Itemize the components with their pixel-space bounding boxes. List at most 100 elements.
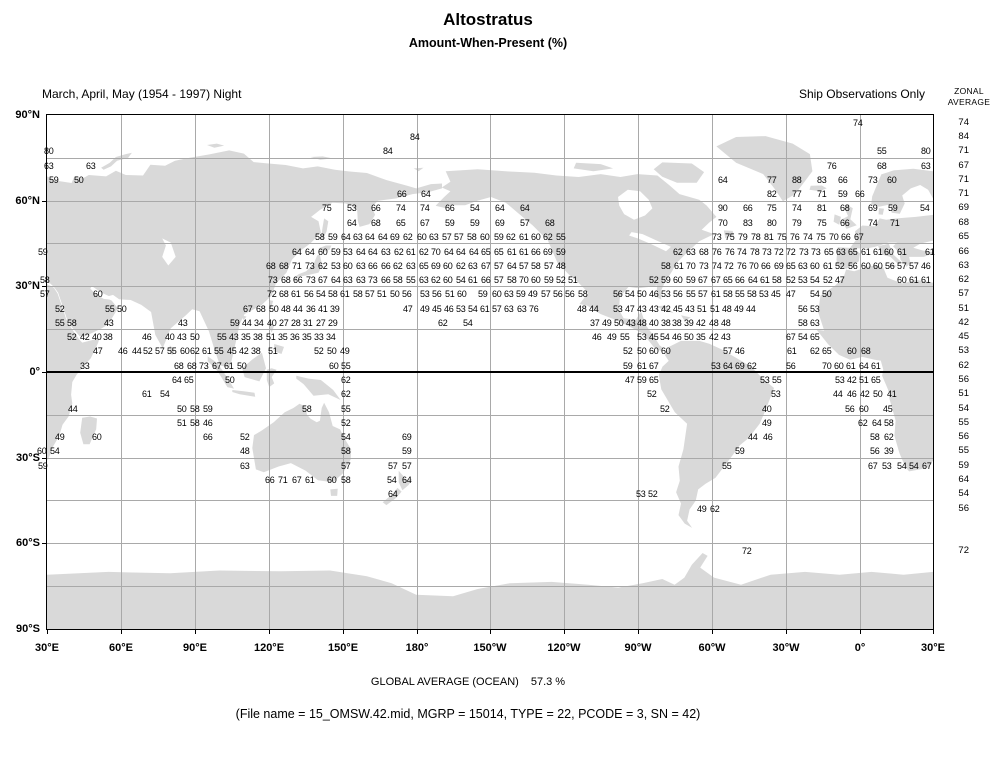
grid-value: 45 (227, 346, 237, 356)
grid-value: 47 (625, 375, 635, 385)
grid-value: 64 (292, 247, 302, 257)
inland-water-shape (90, 286, 112, 300)
grid-value: 39 (884, 446, 894, 456)
grid-value: 73 (368, 275, 378, 285)
grid-value: 63 (686, 247, 696, 257)
grid-value: 61 (224, 361, 234, 371)
grid-value: 59 (494, 232, 504, 242)
grid-value: 46 (763, 432, 773, 442)
grid-value: 59 (838, 189, 848, 199)
grid-value: 70 (829, 232, 839, 242)
zonal-average-value: 55 (958, 417, 969, 428)
grid-value: 57 (388, 461, 398, 471)
grid-value: 65 (494, 247, 504, 257)
grid-value: 59 (328, 232, 338, 242)
grid-value: 61 (846, 361, 856, 371)
landmass-shape (716, 136, 813, 202)
grid-value: 67 (649, 361, 659, 371)
grid-value: 55 (686, 289, 696, 299)
grid-value: 68 (877, 161, 887, 171)
grid-value: 45 (883, 404, 893, 414)
grid-value: 54 (810, 275, 820, 285)
grid-value: 56 (565, 289, 575, 299)
grid-value: 52 (143, 346, 153, 356)
grid-value: 55 (877, 146, 887, 156)
grid-value: 49 (420, 304, 430, 314)
grid-value: 63 (381, 247, 391, 257)
grid-value: 64 (507, 261, 517, 271)
grid-value: 53 (882, 461, 892, 471)
grid-value: 53 (771, 389, 781, 399)
grid-value: 56 (432, 289, 442, 299)
grid-value: 59 (888, 203, 898, 213)
grid-value: 28 (291, 318, 301, 328)
grid-value: 48 (709, 318, 719, 328)
landmass-shape (318, 245, 332, 253)
grid-value: 64 (305, 247, 315, 257)
grid-value: 60 (329, 361, 339, 371)
grid-value: 61 (637, 361, 647, 371)
grid-value: 69 (495, 218, 505, 228)
lon-axis-label: 180° (405, 642, 429, 654)
grid-value: 51 (710, 304, 720, 314)
grid-value: 46 (142, 332, 152, 342)
grid-value: 60 (492, 289, 502, 299)
zonal-average-value: 56 (958, 503, 969, 514)
grid-value: 57 (519, 261, 529, 271)
zonal-average-value: 62 (958, 274, 969, 285)
grid-value: 58 (531, 261, 541, 271)
grid-value: 27 (279, 318, 289, 328)
grid-value: 73 (306, 275, 316, 285)
lon-axis-label: 30°E (921, 642, 945, 654)
zonal-average-value: 54 (958, 403, 969, 414)
grid-value: 76 (725, 247, 735, 257)
grid-value: 48 (240, 446, 250, 456)
grid-value: 57 (909, 261, 919, 271)
grid-value: 40 (649, 318, 659, 328)
grid-value: 58 (190, 404, 200, 414)
grid-value: 66 (531, 247, 541, 257)
grid-value: 74 (853, 118, 863, 128)
grid-value: 68 (256, 304, 266, 314)
latitude-gridline (47, 458, 933, 459)
grid-value: 43 (626, 318, 636, 328)
landmass-shape (878, 208, 884, 215)
zonal-average-label-1: ZONAL (954, 86, 984, 96)
grid-value: 44 (293, 304, 303, 314)
grid-value: 82 (767, 189, 777, 199)
grid-value: 72 (786, 247, 796, 257)
zonal-average-value: 42 (958, 317, 969, 328)
grid-value: 74 (737, 247, 747, 257)
grid-value: 70 (822, 361, 832, 371)
grid-value: 75 (777, 232, 787, 242)
grid-value: 50 (269, 304, 279, 314)
grid-value: 60 (847, 346, 857, 356)
grid-value: 63 (406, 261, 416, 271)
grid-value: 62 (190, 346, 200, 356)
grid-value: 62 (673, 247, 683, 257)
grid-value: 73 (305, 261, 315, 271)
grid-value: 52 (823, 275, 833, 285)
landmass-shape (47, 150, 442, 368)
grid-value: 49 (697, 504, 707, 514)
grid-value: 59 (556, 247, 566, 257)
grid-value: 74 (420, 203, 430, 213)
grid-value: 40 (92, 332, 102, 342)
lon-tick (564, 630, 565, 634)
grid-value: 68 (187, 361, 197, 371)
grid-value: 63 (356, 275, 366, 285)
grid-value: 67 (854, 232, 864, 242)
grid-value: 59 (331, 247, 341, 257)
grid-value: 60 (443, 261, 453, 271)
grid-value: 71 (890, 218, 900, 228)
grid-value: 68 (699, 247, 709, 257)
grid-value: 62 (419, 247, 429, 257)
lon-axis-label: 0° (854, 642, 866, 654)
lat-tick (42, 372, 46, 373)
grid-value: 67 (922, 461, 932, 471)
grid-value: 57 (494, 275, 504, 285)
grid-value: 67 (318, 275, 328, 285)
grid-value: 55 (341, 361, 351, 371)
grid-value: 60 (859, 404, 869, 414)
grid-value: 63 (353, 232, 363, 242)
